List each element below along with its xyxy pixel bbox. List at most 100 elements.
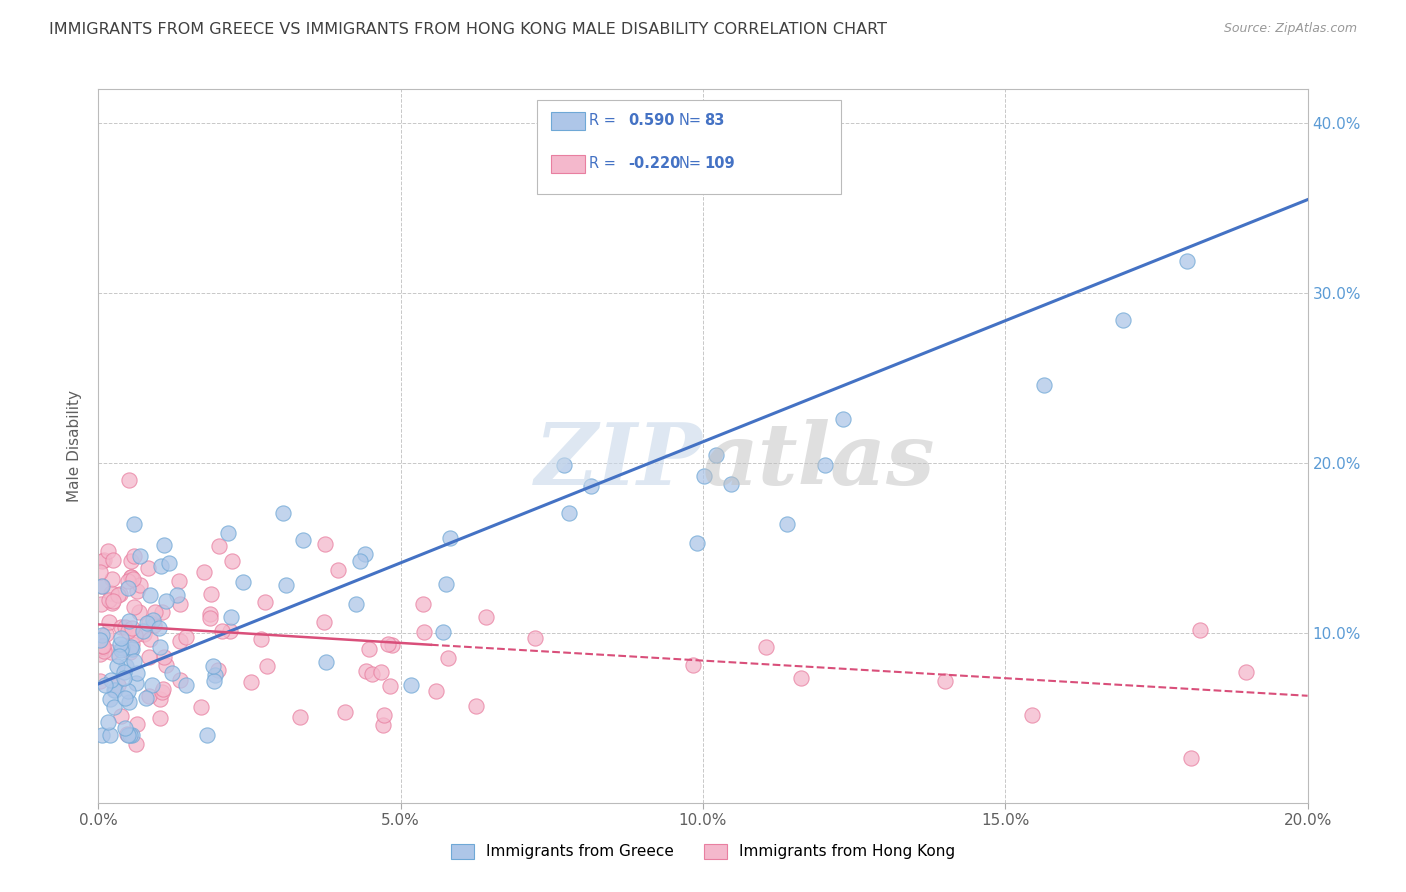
Point [108, 649, 131, 664]
Point [117, 728, 139, 742]
Point [124, 600, 146, 615]
Point [100, 645, 122, 659]
Point [176, 678, 198, 692]
Point [103, 700, 125, 714]
Point [98, 592, 121, 607]
Point [127, 716, 149, 731]
Point [120, 554, 142, 568]
Point [200, 586, 222, 600]
Point [91, 579, 114, 593]
Point [115, 658, 138, 673]
Point [117, 582, 139, 596]
Point [108, 587, 131, 601]
Point [686, 536, 709, 550]
Point [240, 674, 263, 689]
Point [120, 570, 142, 584]
Point [114, 721, 136, 735]
Point [776, 516, 799, 531]
Point [110, 642, 132, 657]
Point [149, 640, 172, 655]
Point [314, 615, 336, 630]
Point [1111, 312, 1133, 326]
Point [221, 610, 243, 624]
Point [122, 572, 145, 586]
Point [371, 718, 394, 732]
Text: ZIP: ZIP [536, 418, 703, 502]
Point [169, 633, 191, 648]
Point [361, 666, 384, 681]
Point [120, 569, 142, 583]
Point [107, 678, 129, 692]
Point [91, 554, 114, 568]
Point [425, 683, 447, 698]
Legend: Immigrants from Greece, Immigrants from Hong Kong: Immigrants from Greece, Immigrants from … [450, 844, 956, 859]
Point [135, 691, 157, 706]
Point [271, 506, 294, 520]
Point [274, 578, 297, 592]
Point [117, 624, 139, 638]
Point [314, 537, 336, 551]
Text: -0.220: -0.220 [628, 156, 681, 170]
Point [138, 615, 160, 630]
Point [581, 478, 603, 492]
Point [432, 625, 454, 640]
Text: N=: N= [679, 113, 702, 128]
Point [169, 597, 191, 611]
Point [136, 560, 159, 574]
Point [100, 596, 122, 610]
Point [115, 727, 138, 741]
Point [121, 637, 143, 651]
Point [190, 699, 212, 714]
Point [169, 673, 191, 687]
Point [152, 538, 174, 552]
Point [91, 639, 114, 653]
Point [121, 728, 143, 742]
Point [107, 588, 129, 602]
Point [142, 613, 165, 627]
Point [254, 595, 277, 609]
Point [155, 594, 177, 608]
Point [790, 671, 813, 685]
Point [118, 645, 141, 659]
Point [704, 448, 727, 462]
Point [353, 547, 375, 561]
Point [128, 549, 150, 564]
Point [1189, 623, 1212, 637]
Point [1021, 707, 1043, 722]
Point [157, 557, 180, 571]
Point [97, 615, 120, 629]
Point [143, 617, 166, 632]
Point [335, 706, 357, 720]
Point [138, 650, 160, 665]
Text: N=: N= [679, 156, 702, 170]
Point [118, 474, 141, 488]
Point [160, 665, 183, 680]
Text: 109: 109 [704, 156, 735, 170]
Point [256, 658, 278, 673]
Point [125, 737, 148, 751]
Point [97, 543, 120, 558]
Point [201, 658, 224, 673]
Point [693, 468, 716, 483]
Point [118, 695, 141, 709]
Point [524, 632, 547, 646]
Point [100, 585, 122, 599]
Point [143, 605, 166, 619]
Point [94, 678, 117, 692]
Point [1234, 665, 1257, 680]
Point [1033, 378, 1056, 392]
Point [208, 539, 231, 553]
Point [110, 637, 132, 651]
Point [91, 628, 114, 642]
Point [198, 611, 221, 625]
Point [90, 579, 112, 593]
Point [141, 677, 163, 691]
Point [125, 584, 148, 599]
Point [250, 632, 273, 647]
Point [121, 642, 143, 657]
Point [125, 675, 148, 690]
Point [101, 572, 124, 586]
Point [359, 642, 381, 657]
Point [150, 606, 173, 620]
Point [148, 621, 170, 635]
